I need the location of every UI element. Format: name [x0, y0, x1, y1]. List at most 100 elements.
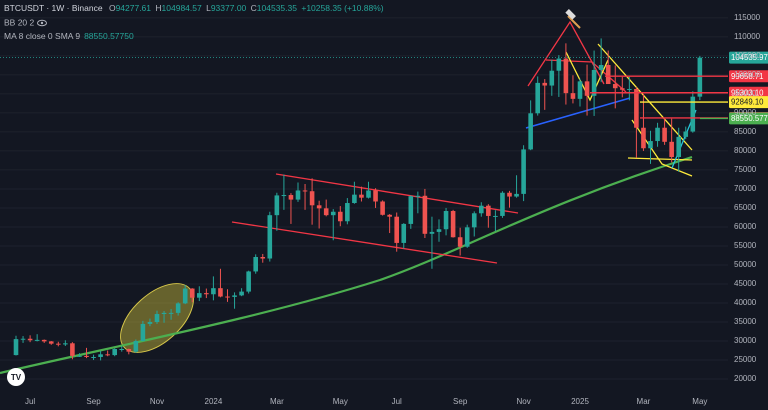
candle-body — [253, 256, 258, 272]
candle-body — [239, 291, 244, 296]
price-tag-bg — [729, 51, 768, 64]
y-tick-label: 80000 — [734, 146, 757, 155]
price-tag-label: 88550.57750 — [731, 114, 768, 123]
price-tag-bg — [729, 112, 768, 125]
candle-body — [676, 136, 681, 158]
candle-body — [267, 215, 273, 259]
candle-body — [507, 192, 512, 197]
x-tick-label: Jul — [25, 397, 35, 406]
candle-body — [295, 190, 301, 200]
candle-body — [63, 343, 68, 345]
ohlc-key: L — [206, 3, 211, 13]
yellow-line — [597, 43, 693, 151]
candle-body — [189, 288, 195, 298]
candle-body — [450, 210, 456, 238]
candle-body — [521, 149, 526, 194]
candle-body — [387, 214, 392, 217]
candle-body — [394, 216, 399, 243]
candle-body — [182, 288, 188, 304]
candle-body — [401, 223, 407, 243]
indicator-value: 88550.57750 — [84, 31, 134, 41]
candle-body — [13, 339, 19, 356]
candle-body — [486, 205, 491, 216]
symbol: BTCUSDT · 1W · Binance — [4, 3, 103, 13]
yellow-line — [627, 157, 693, 161]
candle-body — [112, 348, 117, 356]
candle-body — [422, 195, 428, 234]
candle-body — [598, 65, 604, 70]
candles — [13, 38, 703, 361]
eye-icon[interactable] — [37, 19, 47, 27]
y-tick-label: 35000 — [734, 317, 757, 326]
candle-body — [316, 205, 322, 209]
price-tag-bg — [729, 70, 768, 83]
candle-body — [168, 312, 174, 314]
candle-body — [126, 348, 132, 352]
y-tick-label: 100000 — [734, 70, 761, 79]
x-tick-label: Jul — [392, 397, 402, 406]
candle-body — [514, 193, 519, 197]
candle-body — [77, 355, 82, 357]
x-tick-label: Sep — [86, 397, 101, 406]
candle-body — [373, 190, 378, 202]
x-tick-label: Nov — [516, 397, 530, 406]
ohlc-value: 94277.61 — [116, 3, 152, 13]
candle-body — [147, 322, 153, 324]
indicator-label: MA 8 close 0 SMA 9 88550.57750 — [4, 31, 134, 41]
channel-upper — [275, 173, 519, 214]
candle-body — [620, 88, 625, 90]
ohlc-key: H — [155, 3, 161, 13]
top-line — [545, 59, 627, 93]
candle-body — [627, 88, 632, 90]
channel-lower — [231, 221, 498, 264]
y-tick-label: 90000 — [734, 108, 757, 117]
candle-body — [20, 338, 26, 340]
hammer-handle — [567, 15, 581, 29]
candle-body — [471, 213, 477, 228]
price-tag-label: 99658.71 — [731, 72, 764, 81]
candle-body — [605, 65, 611, 85]
candle-body — [175, 303, 181, 313]
candle-body — [140, 323, 146, 342]
candle-body — [119, 348, 125, 350]
candle-body — [323, 208, 329, 216]
candle-body — [211, 288, 216, 295]
eye[interactable] — [37, 19, 47, 27]
candle-body — [443, 210, 449, 230]
hammer-icon — [565, 9, 581, 29]
candle-body — [225, 296, 230, 298]
candle-body — [648, 141, 653, 149]
price-tag-label: 104535.97 — [731, 53, 768, 62]
candle-body — [500, 192, 505, 216]
candle-body — [34, 339, 40, 341]
eye-pupil — [40, 21, 44, 25]
candle-body — [246, 271, 251, 292]
candle-body — [690, 96, 696, 132]
candle-body — [281, 195, 287, 197]
change: +10258.35 (+10.88%) — [301, 3, 383, 13]
candle-body — [408, 196, 414, 224]
candle-body — [84, 355, 89, 357]
candle-body — [359, 194, 364, 198]
candle-body — [570, 93, 576, 99]
yellow-line — [565, 51, 609, 102]
candle-body — [655, 127, 660, 142]
price-tag-bg — [729, 96, 768, 109]
y-tick-label: 95000 — [734, 89, 757, 98]
candle-body — [584, 81, 590, 96]
candle-body — [204, 293, 209, 295]
candle-body — [260, 256, 266, 259]
candle-body — [302, 190, 308, 192]
y-tick-label: 115000 — [734, 13, 761, 22]
candle-body — [669, 141, 674, 158]
candle-body — [549, 70, 555, 86]
price-tag-label: 92849.10 — [731, 98, 764, 107]
candle-body — [345, 203, 350, 222]
candle-body — [197, 293, 202, 298]
indicator-name: MA 8 close 0 SMA 9 — [4, 31, 80, 41]
y-tick-label: 30000 — [734, 336, 757, 345]
candle-body — [464, 227, 470, 247]
x-tick-label: May — [333, 397, 348, 406]
x-tick-label: Mar — [270, 397, 284, 406]
candle-body — [330, 211, 336, 216]
